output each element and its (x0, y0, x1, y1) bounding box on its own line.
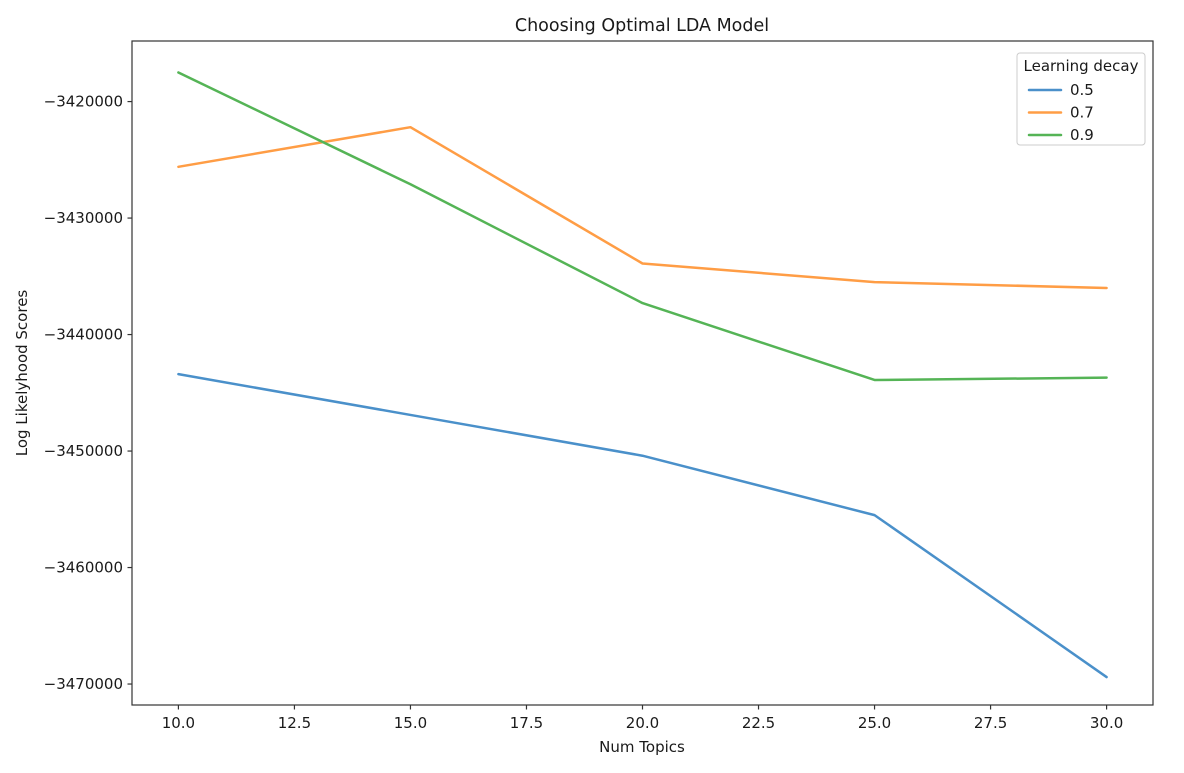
y-tick-label: −3460000 (44, 559, 123, 577)
series-line-0.5 (177, 372, 1108, 679)
x-tick-label: 20.0 (626, 714, 659, 732)
y-tick-label: −3470000 (44, 675, 123, 693)
x-tick-label: 12.5 (278, 714, 311, 732)
legend-label: 0.7 (1070, 104, 1094, 122)
y-tick-label: −3430000 (44, 209, 123, 227)
y-axis-label: Log Likelyhood Scores (13, 290, 31, 457)
x-tick-label: 22.5 (742, 714, 775, 732)
x-tick-label: 25.0 (858, 714, 891, 732)
chart-title: Choosing Optimal LDA Model (515, 16, 769, 36)
legend-title: Learning decay (1024, 57, 1139, 75)
series-line-0.7 (177, 125, 1108, 290)
y-tick-label: −3440000 (44, 326, 123, 344)
x-tick-label: 27.5 (974, 714, 1007, 732)
x-tick-label: 17.5 (510, 714, 543, 732)
x-tick-label: 30.0 (1090, 714, 1123, 732)
legend: Learning decay 0.5 0.7 0.9 (1016, 52, 1146, 146)
y-tick-label: −3450000 (44, 442, 123, 460)
plot-area (131, 40, 1154, 706)
legend-box (1016, 52, 1146, 146)
y-tick-label: −3420000 (44, 93, 123, 111)
axis-ticks: 10.0 12.5 15.0 17.5 20.0 22.5 25.0 27.5 30.0 −342… (44, 93, 1124, 732)
series-line-0.9 (177, 71, 1108, 382)
legend-label: 0.9 (1070, 126, 1094, 144)
x-tick-label: 10.0 (162, 714, 195, 732)
x-tick-label: 15.0 (394, 714, 427, 732)
x-axis-label: Num Topics (599, 738, 685, 756)
legend-label: 0.5 (1070, 81, 1094, 99)
data-series (177, 71, 1108, 679)
